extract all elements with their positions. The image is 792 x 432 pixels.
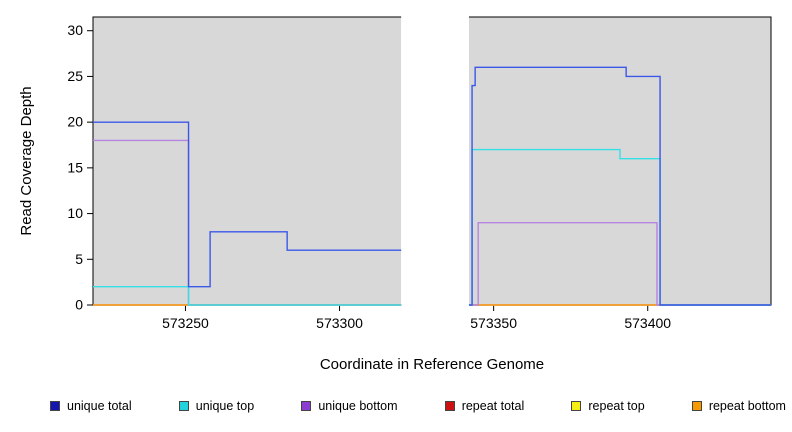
- legend-label: repeat bottom: [708, 399, 786, 413]
- legend-label: repeat total: [461, 399, 525, 413]
- plot-svg: 573250 573300 573350 573400 0 5 10 15 20 25 30 Coo…: [18, 0, 772, 373]
- y-tick-label: 20: [67, 114, 83, 130]
- legend-label: unique total: [67, 399, 132, 413]
- series-line-unique-total: [93, 121, 402, 288]
- repeat-top-swatch-icon: [571, 401, 582, 411]
- covered-region: [93, 17, 402, 305]
- repeat-total-swatch-icon: [444, 401, 455, 411]
- series-line-unique-top: [93, 286, 402, 306]
- x-tick-label: 573400: [624, 315, 671, 331]
- x-tick-label: 573350: [470, 315, 517, 331]
- unique-bottom-swatch-icon: [301, 401, 312, 411]
- y-tick-label: 10: [67, 205, 83, 221]
- repeat-bottom-swatch-icon: [691, 401, 702, 411]
- x-tick-label: 573300: [316, 315, 363, 331]
- legend-label: unique bottom: [318, 399, 398, 413]
- legend-item-unique-total: unique total: [50, 399, 132, 413]
- legend-label: unique top: [195, 399, 255, 413]
- legend-item-repeat-total: repeat total: [444, 399, 525, 413]
- gap-region: [401, 0, 469, 306]
- series-line-unique-total: [468, 66, 771, 306]
- y-tick-label: 0: [75, 297, 83, 313]
- unique-top-swatch-icon: [178, 401, 189, 411]
- covered-region: [468, 17, 771, 305]
- x-axis-title: Coordinate in Reference Genome: [320, 356, 544, 373]
- legend: unique total unique top unique bottom re…: [50, 399, 786, 413]
- legend-item-repeat-bottom: repeat bottom: [691, 399, 786, 413]
- legend-item-repeat-top: repeat top: [571, 399, 645, 413]
- y-axis-title: Read Coverage Depth: [18, 86, 35, 235]
- unique-total-swatch-icon: [50, 401, 60, 411]
- y-tick-label: 30: [67, 22, 83, 38]
- legend-item-unique-bottom: unique bottom: [301, 399, 398, 413]
- legend-item-unique-top: unique top: [178, 399, 255, 413]
- y-tick-label: 25: [67, 68, 83, 84]
- x-tick-label: 573250: [162, 315, 209, 331]
- plot-area: 573250 573300 573350 573400 0 5 10 15 20 25 30: [67, 0, 772, 331]
- y-tick-label: 5: [75, 251, 83, 267]
- y-tick-label: 15: [67, 159, 83, 175]
- legend-label: repeat top: [588, 399, 645, 413]
